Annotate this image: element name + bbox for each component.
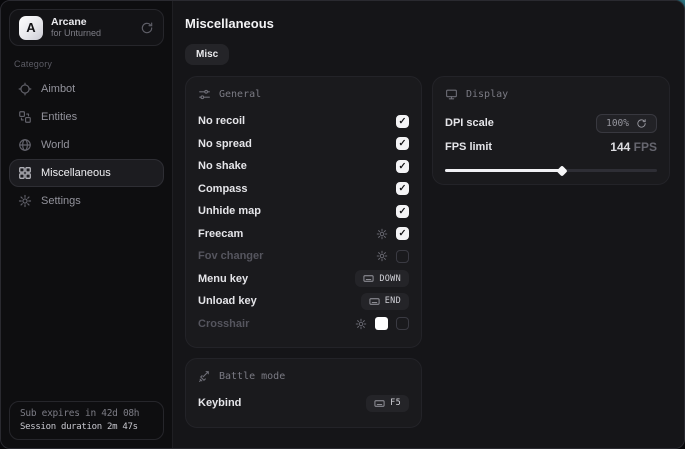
tab-misc[interactable]: Misc <box>185 44 230 65</box>
battle-keybind-button[interactable]: F5 <box>366 394 409 412</box>
setting-row-fov-changer: Fov changer ✓ <box>198 245 409 268</box>
keybind-value: DOWN <box>379 273 401 284</box>
sidebar-item-entities[interactable]: Entities <box>9 103 164 131</box>
setting-row-dpi-scale: DPI scale 100% <box>445 110 657 136</box>
setting-label: No shake <box>198 160 247 173</box>
app-name: Arcane <box>51 16 87 29</box>
unhide-map-checkbox[interactable]: ✓ <box>396 204 409 218</box>
setting-label: Menu key <box>198 272 249 285</box>
sidebar-item-label: Aimbot <box>41 83 76 95</box>
crosshair-config-gear-icon[interactable] <box>355 318 367 330</box>
sidebar-item-aimbot[interactable]: Aimbot <box>9 75 164 103</box>
slider-fill <box>445 169 562 172</box>
setting-label: DPI scale <box>445 117 494 129</box>
setting-label: Fov changer <box>198 250 264 263</box>
slider-thumb[interactable] <box>555 164 568 177</box>
main-content: Miscellaneous Misc General <box>173 1 684 448</box>
keybind-value: F5 <box>390 398 401 409</box>
setting-row-freecam: Freecam ✓ <box>198 223 409 246</box>
sidebar-item-label: World <box>41 139 70 151</box>
sidebar-item-settings[interactable]: Settings <box>9 187 164 215</box>
sidebar-item-world[interactable]: World <box>9 131 164 159</box>
setting-label: Freecam <box>198 227 244 240</box>
panel-title: Battle mode <box>219 371 286 382</box>
sidebar-item-miscellaneous[interactable]: Miscellaneous <box>9 159 164 187</box>
panel-title: General <box>219 89 262 100</box>
unload-keybind-button[interactable]: END <box>360 292 409 310</box>
setting-label: Unhide map <box>198 205 261 218</box>
dpi-scale-value: 100% <box>606 117 629 129</box>
sword-icon <box>198 370 211 383</box>
freecam-config-gear-icon[interactable] <box>376 228 388 240</box>
app-logo: A <box>19 15 43 40</box>
page-title: Miscellaneous <box>185 16 274 31</box>
battle-mode-panel: Battle mode Keybind F5 <box>185 358 422 428</box>
keyboard-icon <box>369 296 380 307</box>
setting-row-fps-limit: FPS limit 144 FPS <box>445 136 657 158</box>
fov-config-gear-icon[interactable] <box>376 250 388 262</box>
fps-limit-value: 144 FPS <box>610 140 657 154</box>
general-panel: General No recoil ✓ No spread ✓ No shake <box>185 76 422 348</box>
sidebar-nav: Aimbot Entities World <box>1 75 172 215</box>
compass-checkbox[interactable]: ✓ <box>396 182 409 196</box>
setting-label: Keybind <box>198 397 242 410</box>
subscription-info-card: Sub expires in 42d 08h Session duration … <box>9 401 164 440</box>
sidebar-item-label: Settings <box>41 195 81 207</box>
setting-label: Compass <box>198 182 248 195</box>
crosshair-color-swatch[interactable] <box>375 317 388 331</box>
session-duration-text: Session duration 2m 47s <box>20 422 138 432</box>
setting-label: Unload key <box>198 295 257 308</box>
setting-row-crosshair: Crosshair ✓ <box>198 313 409 336</box>
setting-row-no-spread: No spread ✓ <box>198 133 409 156</box>
grid-icon <box>18 166 32 180</box>
entities-icon <box>18 110 32 124</box>
keyboard-icon <box>363 273 374 284</box>
setting-label: No recoil <box>198 115 246 128</box>
keybind-value: END <box>384 296 401 307</box>
crosshair-checkbox[interactable]: ✓ <box>396 317 409 331</box>
setting-row-unhide-map: Unhide map ✓ <box>198 200 409 223</box>
category-label: Category <box>14 59 53 69</box>
freecam-checkbox[interactable]: ✓ <box>396 227 409 241</box>
display-panel: Display DPI scale 100% <box>432 76 670 185</box>
panel-title: Display <box>466 89 509 100</box>
setting-row-menu-key: Menu key DOWN <box>198 268 409 291</box>
sub-expiry-text: Sub expires in 42d 08h <box>20 408 140 419</box>
sidebar-item-label: Miscellaneous <box>41 167 111 179</box>
setting-row-compass: Compass ✓ <box>198 178 409 201</box>
no-shake-checkbox[interactable]: ✓ <box>396 159 409 173</box>
gear-icon <box>18 194 32 208</box>
no-spread-checkbox[interactable]: ✓ <box>396 137 409 151</box>
tab-bar: Misc <box>185 44 684 65</box>
setting-label: No spread <box>198 137 252 150</box>
globe-icon <box>18 138 32 152</box>
monitor-icon <box>445 88 458 101</box>
setting-row-unload-key: Unload key END <box>198 290 409 313</box>
menu-keybind-button[interactable]: DOWN <box>355 270 409 288</box>
setting-label: Crosshair <box>198 317 250 330</box>
setting-row-battle-keybind: Keybind F5 <box>198 392 409 415</box>
sliders-icon <box>198 88 211 101</box>
crosshair-icon <box>18 82 32 96</box>
no-recoil-checkbox[interactable]: ✓ <box>396 114 409 128</box>
sidebar-item-label: Entities <box>41 111 78 123</box>
setting-label: FPS limit <box>445 141 493 153</box>
fps-limit-slider[interactable] <box>445 164 657 177</box>
fov-changer-checkbox[interactable]: ✓ <box>396 249 409 263</box>
setting-row-no-recoil: No recoil ✓ <box>198 110 409 133</box>
refresh-icon <box>636 118 647 129</box>
sidebar: A Arcane for Unturned Category Aimbot <box>1 1 173 448</box>
app-subtitle: for Unturned <box>51 28 102 39</box>
dpi-scale-button[interactable]: 100% <box>596 113 657 133</box>
keyboard-icon <box>374 398 385 409</box>
setting-row-no-shake: No shake ✓ <box>198 155 409 178</box>
app-header-card: A Arcane for Unturned <box>9 9 164 46</box>
history-icon[interactable] <box>140 21 154 35</box>
